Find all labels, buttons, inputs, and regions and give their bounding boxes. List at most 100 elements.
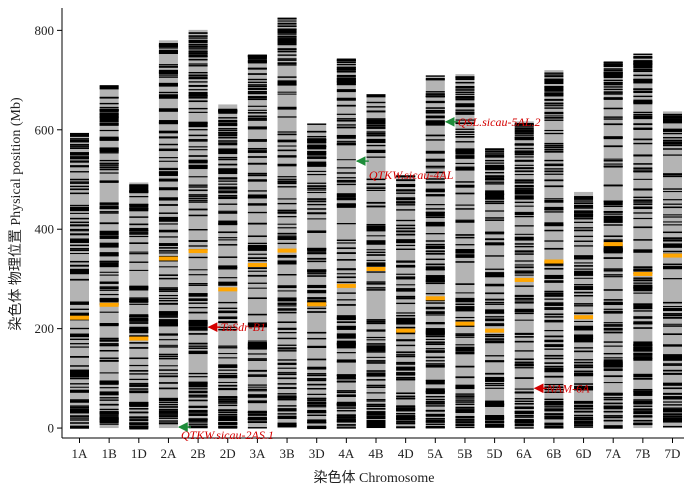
marker-band [425,293,445,295]
marker-band [396,288,416,292]
marker-band [514,412,534,415]
marker-band [277,383,297,385]
marker-band [455,78,475,80]
marker-band [218,129,238,132]
marker-band [485,318,505,321]
marker-band [218,190,238,192]
marker-band [544,292,564,295]
marker-band [366,386,386,388]
marker-band [99,211,119,213]
marker-band [188,129,208,131]
marker-band [129,204,149,208]
marker-band [70,160,89,162]
marker-band [574,270,594,276]
marker-band [603,341,623,343]
marker-band [188,44,208,46]
marker-band [247,61,267,63]
marker-band [129,186,149,188]
marker-band [544,211,564,213]
marker-band [99,235,119,237]
marker-band [663,216,682,218]
marker-band [99,343,119,345]
marker-band [218,119,238,122]
marker-band [366,420,386,422]
chromosome-3A [247,54,267,429]
marker-band [277,116,297,118]
marker-band [336,67,356,69]
marker-band [277,182,297,185]
marker-band [396,248,416,250]
marker-band [218,347,238,349]
marker-band [425,364,445,368]
marker-bands-3D [307,123,327,430]
marker-band [514,367,534,369]
marker-band [663,409,682,413]
marker-band [158,52,178,54]
marker-band [188,413,208,415]
marker-band [633,282,653,284]
marker-band [129,209,149,212]
marker-band [70,185,89,188]
marker-band [188,200,208,202]
marker-band [603,118,623,120]
marker-band [188,321,208,327]
marker-band [603,420,623,422]
marker-band [188,394,208,397]
marker-band [336,328,356,330]
marker-band [603,98,623,100]
marker-band [336,268,356,270]
marker-band [633,305,653,309]
marker-band [218,134,238,137]
marker-band [396,374,416,376]
marker-band [514,423,534,426]
marker-band [277,22,297,25]
marker-band [277,178,297,180]
marker-band [218,381,238,383]
marker-band [218,142,238,144]
marker-band [307,337,327,340]
marker-band [277,31,297,33]
marker-band [544,173,564,175]
marker-band [514,302,534,304]
marker-band [544,208,564,211]
marker-band [99,212,119,214]
marker-band [633,60,653,62]
marker-band [188,307,208,309]
marker-band [455,393,475,395]
chromosome-bar-3A [247,55,267,429]
marker-band [366,408,386,410]
marker-band [603,365,623,367]
marker-band [188,256,208,259]
marker-band [544,362,564,364]
marker-band [514,122,534,125]
marker-band [218,197,238,200]
marker-band [514,159,534,162]
marker-band [188,329,208,331]
marker-band [129,208,149,211]
marker-band [188,100,208,103]
marker-band [99,253,119,255]
marker-band [603,415,623,417]
marker-band [129,235,149,238]
marker-band [633,321,653,325]
marker-band [129,385,149,387]
marker-band [158,49,178,52]
centromere-6A [514,277,534,282]
marker-band [336,403,356,406]
marker-band [99,417,119,419]
marker-band [455,156,475,159]
marker-band [99,152,119,154]
marker-band [336,63,356,66]
marker-band [188,229,208,231]
marker-band [603,235,623,238]
marker-band [277,337,297,340]
marker-band [366,127,386,129]
marker-band [188,347,208,349]
marker-band [307,275,327,277]
marker-band [307,247,327,250]
marker-band [70,327,89,330]
marker-band [396,179,416,181]
marker-band [455,149,475,154]
marker-band [277,359,297,361]
marker-band [129,384,149,386]
